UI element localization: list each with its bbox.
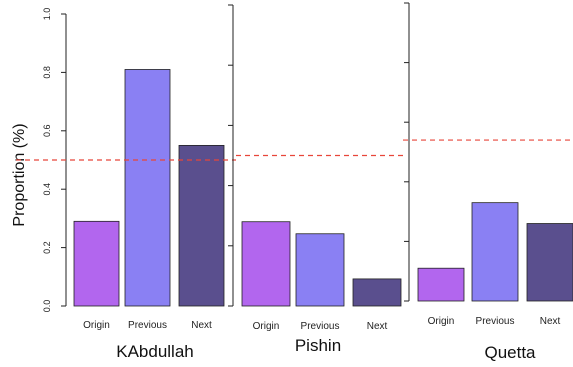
bar-previous [295,233,345,307]
panel-kabdullah: 0.0 0.2 0.4 0.6 0.8 1.0 Origin Previous Next KAbd… [16,8,236,361]
panel-pishin: Origin Previous Next Pishin [228,4,403,355]
x-tick-label: Origin [253,321,280,332]
x-tick-label: Origin [428,316,455,327]
x-tick-label: Next [540,316,561,327]
y-tick-label: 0.2 [42,241,52,254]
x-tick-label: Previous [128,320,167,331]
bar-origin [241,221,291,307]
y-tick-label: 0.4 [42,183,52,196]
x-tick-label: Next [367,321,388,332]
panel-title: Pishin [295,336,341,355]
panel-title: KAbdullah [116,342,194,361]
panel-title: Quetta [484,343,536,362]
y-tick-label: 1.0 [42,8,52,21]
bar-previous [471,202,519,302]
x-tick-label: Origin [83,320,110,331]
bar-next [526,223,573,302]
panel-quetta: Origin Previous Next Quetta [403,2,573,362]
y-tick-label: 0.6 [42,125,52,138]
y-tick-label: 0.8 [42,66,52,79]
y-tick-label: 0.0 [42,300,52,313]
bar-origin [73,220,120,307]
bar-origin [417,267,465,302]
x-tick-label: Previous [301,321,340,332]
x-tick-label: Previous [476,316,515,327]
bar-previous [124,69,171,307]
bar-next [178,144,225,307]
bar-next [352,278,402,307]
x-tick-label: Next [191,320,212,331]
y-axis-label: Proportion (%) [11,123,28,226]
